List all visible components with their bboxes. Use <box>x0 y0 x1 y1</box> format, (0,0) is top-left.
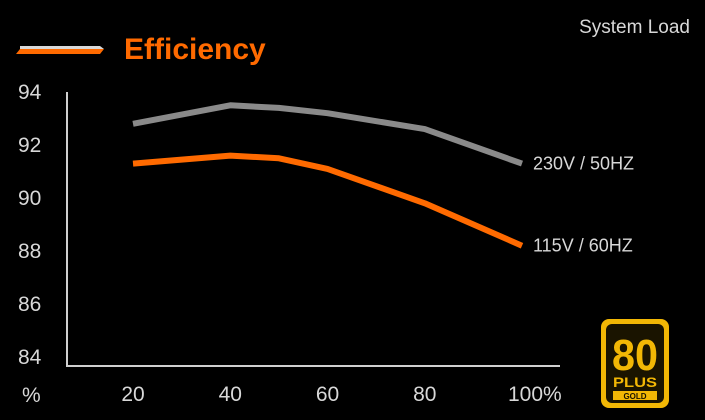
y-tick-label-88: 88 <box>18 240 41 263</box>
x-axis-title: System Load <box>579 17 690 38</box>
series-line-1 <box>132 152 524 249</box>
x-tick-label-100: 100% <box>508 383 562 406</box>
series-layer <box>132 102 524 249</box>
y-tick-label-92: 92 <box>18 134 41 157</box>
x-tick-label-60: 60 <box>316 383 339 406</box>
legend-swatch <box>16 46 104 54</box>
y-tick-label-86: 86 <box>18 293 41 316</box>
x-tick-label-40: 40 <box>219 383 242 406</box>
y-tick-label-94: 94 <box>18 81 42 104</box>
badge-grade: GOLD <box>623 392 646 401</box>
y-tick-label-84: 84 <box>18 346 42 369</box>
x-tick-label-80: 80 <box>413 383 436 406</box>
series-label-0: 230V / 50HZ <box>533 154 634 174</box>
badge-number: 80 <box>612 331 658 380</box>
chart-title: Efficiency <box>124 33 266 66</box>
series-line-0 <box>132 102 524 167</box>
y-tick-label-90: 90 <box>18 187 41 210</box>
series-label-1: 115V / 60HZ <box>533 236 633 256</box>
series-labels: 230V / 50HZ 115V / 60HZ <box>533 154 634 256</box>
y-tick-labels: 84 86 88 90 92 94 <box>18 81 42 369</box>
y-unit-label: % <box>22 384 41 407</box>
x-tick-labels: 20 40 60 80 100% <box>121 383 561 406</box>
badge-word: PLUS <box>613 374 657 390</box>
80-plus-gold-badge: 80 PLUS GOLD <box>601 319 669 408</box>
x-tick-label-20: 20 <box>121 383 144 406</box>
